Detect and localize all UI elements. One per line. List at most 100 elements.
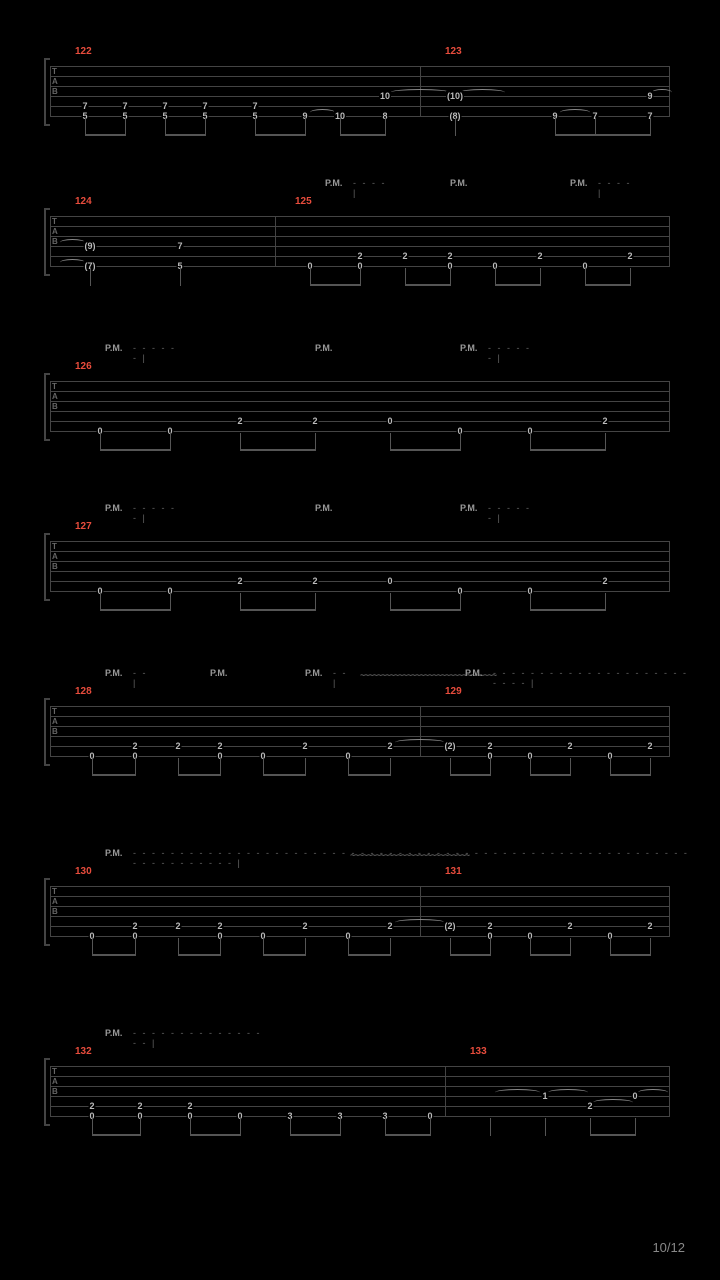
staff-line bbox=[50, 736, 670, 737]
fret-number: 2 bbox=[356, 251, 363, 261]
note-stem bbox=[570, 758, 571, 776]
staff-line bbox=[50, 116, 670, 117]
tie-slur bbox=[495, 1089, 540, 1096]
tie-slur bbox=[593, 1099, 633, 1106]
note-stem bbox=[205, 118, 206, 136]
barline bbox=[50, 886, 51, 936]
note-beam bbox=[92, 774, 135, 776]
staff-line bbox=[50, 716, 670, 717]
tab-clef: TAB bbox=[52, 707, 58, 737]
note-beam bbox=[610, 774, 650, 776]
barline bbox=[50, 216, 51, 266]
fret-number: 2 bbox=[536, 251, 543, 261]
pm-dash: - - - - | bbox=[353, 178, 388, 198]
staff-line bbox=[50, 381, 670, 382]
note-stem bbox=[450, 268, 451, 286]
note-stem bbox=[125, 118, 126, 136]
staff-line bbox=[50, 76, 670, 77]
staff-line bbox=[50, 936, 670, 937]
tab-system: P.M.- - |P.M.P.M.- - |P.M.- - - - - - - … bbox=[50, 690, 670, 750]
staff-line bbox=[50, 581, 670, 582]
staff-line bbox=[50, 726, 670, 727]
fret-number: 2 bbox=[236, 416, 243, 426]
staff-line bbox=[50, 216, 670, 217]
fret-number: 2 bbox=[386, 741, 393, 751]
barline bbox=[50, 66, 51, 116]
staff-line bbox=[50, 236, 670, 237]
palm-mute-annotation: P.M. bbox=[105, 1028, 122, 1038]
tab-clef: TAB bbox=[52, 217, 58, 247]
note-stem bbox=[540, 268, 541, 286]
tie-slur bbox=[310, 109, 335, 116]
barline bbox=[420, 886, 421, 936]
measure-number: 124 bbox=[75, 196, 92, 207]
palm-mute-annotation: P.M. bbox=[570, 178, 587, 188]
barline bbox=[50, 381, 51, 431]
note-stem bbox=[460, 593, 461, 611]
barline bbox=[669, 1066, 670, 1116]
pm-dash: - - - - - - - - - - - - - - - - | bbox=[133, 1028, 263, 1048]
barline bbox=[669, 381, 670, 431]
note-beam bbox=[390, 609, 460, 611]
fret-number: 2 bbox=[311, 416, 318, 426]
note-stem bbox=[605, 433, 606, 451]
palm-mute-annotation: P.M. bbox=[105, 848, 122, 858]
fret-number: 7 bbox=[176, 241, 183, 251]
note-beam bbox=[263, 774, 305, 776]
note-stem bbox=[650, 938, 651, 956]
note-stem bbox=[490, 938, 491, 956]
fret-number: 2 bbox=[566, 921, 573, 931]
fret-number: 7 bbox=[251, 101, 258, 111]
note-beam bbox=[530, 609, 605, 611]
note-stem bbox=[650, 758, 651, 776]
measure-number: 129 bbox=[445, 686, 462, 697]
note-stem bbox=[140, 1118, 141, 1136]
staff-line bbox=[50, 561, 670, 562]
note-beam bbox=[585, 284, 630, 286]
tab-staff: TAB00220002 bbox=[50, 537, 670, 597]
staff-line bbox=[50, 746, 670, 747]
note-stem bbox=[545, 1118, 546, 1136]
pm-dash: - - | bbox=[133, 668, 153, 688]
note-beam bbox=[240, 449, 315, 451]
note-stem bbox=[240, 1118, 241, 1136]
tab-system: P.M.- - - - - - - - - - - - - - - - - - … bbox=[50, 870, 670, 930]
note-stem bbox=[170, 433, 171, 451]
note-beam bbox=[92, 954, 135, 956]
fret-number: 2 bbox=[136, 1101, 143, 1111]
note-stem bbox=[605, 593, 606, 611]
fret-number: 0 bbox=[386, 416, 393, 426]
staff-line bbox=[50, 106, 670, 107]
fret-number: 2 bbox=[646, 921, 653, 931]
note-beam bbox=[530, 774, 570, 776]
note-beam bbox=[405, 284, 450, 286]
note-stem bbox=[430, 1118, 431, 1136]
note-beam bbox=[530, 449, 605, 451]
palm-mute-annotation: P.M. bbox=[460, 343, 477, 353]
tie-slur bbox=[60, 259, 85, 266]
barline bbox=[50, 1066, 51, 1116]
tab-staff: TAB0202200202(2)200202 bbox=[50, 702, 670, 762]
note-stem bbox=[305, 938, 306, 956]
measure-number: 133 bbox=[470, 1046, 487, 1057]
pm-dash: - - - - - - - - - - - - - - - - - - - - … bbox=[493, 668, 693, 688]
fret-number: (9) bbox=[84, 241, 97, 251]
fret-number: (2) bbox=[444, 921, 457, 931]
fret-number: 2 bbox=[131, 921, 138, 931]
note-stem bbox=[220, 758, 221, 776]
fret-number: 0 bbox=[631, 1091, 638, 1101]
note-stem bbox=[390, 938, 391, 956]
palm-mute-annotation: P.M. bbox=[325, 178, 342, 188]
pm-dash: - - - - - - | bbox=[488, 503, 538, 523]
fret-number: 2 bbox=[486, 921, 493, 931]
pm-dash: - - - - - - | bbox=[133, 503, 183, 523]
barline bbox=[669, 706, 670, 756]
fret-number: (10) bbox=[446, 91, 464, 101]
note-stem bbox=[305, 118, 306, 136]
note-stem bbox=[135, 938, 136, 956]
vibrato-mark: ~~~~~~~~~~~~~~~~~~~~~~~~~~~~ bbox=[350, 850, 469, 860]
note-beam bbox=[290, 1134, 340, 1136]
note-stem bbox=[305, 758, 306, 776]
tab-clef: TAB bbox=[52, 382, 58, 412]
palm-mute-annotation: P.M. bbox=[450, 178, 467, 188]
